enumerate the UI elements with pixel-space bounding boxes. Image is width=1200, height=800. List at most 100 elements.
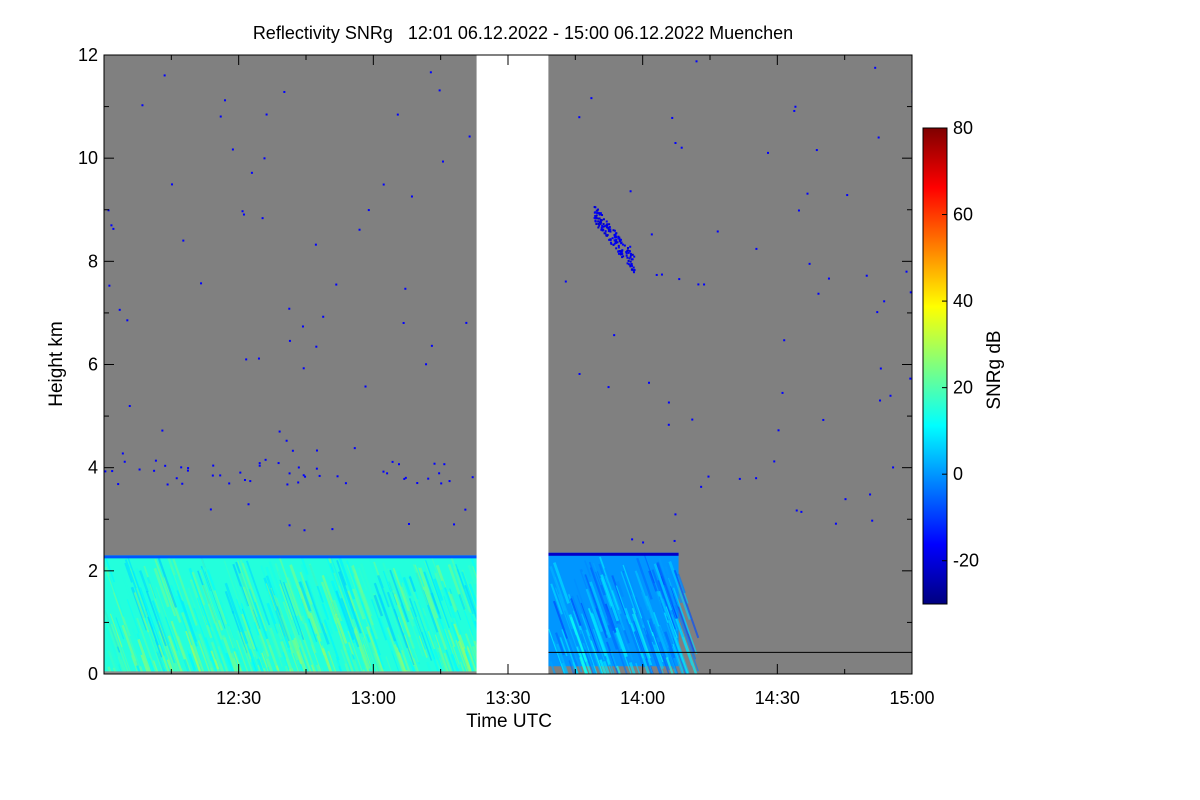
echo-streak [191, 571, 206, 606]
noise-speckle [288, 339, 291, 342]
noise-speckle [182, 239, 185, 242]
echo-streak [395, 668, 399, 674]
noise-speckle [806, 192, 809, 195]
cloud-pixel [617, 237, 620, 240]
echo-streak [109, 613, 123, 648]
echo-streak [211, 642, 224, 674]
noise-speckle [578, 116, 581, 119]
noise-speckle [121, 452, 124, 455]
echo-streak [158, 644, 171, 674]
noise-speckle [879, 399, 882, 402]
noise-speckle [674, 513, 677, 516]
noise-speckle [278, 430, 281, 433]
echo-streak [599, 659, 607, 674]
echo-streak [280, 640, 295, 674]
echo-streak [104, 580, 123, 627]
echo-streak [298, 647, 310, 674]
echo-streak [180, 599, 198, 643]
noise-speckle [263, 157, 266, 160]
noise-speckle [613, 334, 616, 337]
noise-speckle [607, 386, 610, 389]
echo-streak [416, 616, 423, 633]
echo-streak [340, 649, 351, 674]
x-tick-label: 13:00 [351, 688, 396, 708]
echo-streak [362, 593, 373, 617]
echo-streak [675, 618, 698, 674]
noise-speckle [642, 541, 645, 544]
echo-streak [319, 585, 339, 632]
noise-speckle [297, 481, 300, 484]
cloud-pixel [615, 247, 618, 250]
cloud-pixel [608, 226, 611, 229]
echo-streak [371, 598, 388, 641]
echo-streak [552, 562, 570, 604]
echo-streak [112, 667, 117, 674]
echo-streak [116, 661, 122, 674]
echo-streak [180, 612, 202, 665]
echo-streak [553, 600, 569, 639]
echo-streak [104, 557, 116, 583]
noise-speckle [396, 113, 399, 116]
noise-speckle [453, 523, 456, 526]
noise-speckle [181, 482, 184, 485]
echo-streak [218, 576, 227, 597]
noise-speckle [827, 277, 830, 280]
cloud-pixel [595, 222, 598, 225]
noise-speckle [425, 363, 428, 366]
cloud-pixel [617, 235, 620, 238]
echo-streak [568, 660, 575, 674]
echo-streak [172, 558, 198, 626]
echo-streak [606, 618, 628, 674]
echo-streak [573, 635, 582, 653]
echo-streak [209, 627, 227, 674]
echo-streak [137, 638, 152, 674]
echo-streak [464, 651, 475, 674]
noise-speckle [180, 466, 183, 469]
echo-streak [585, 588, 604, 633]
echo-streak [153, 567, 170, 608]
cloud-pixel [613, 239, 616, 242]
echo-streak [130, 655, 139, 674]
cloud-pixel [628, 250, 631, 253]
noise-speckle [336, 475, 339, 478]
echo-streak [606, 583, 614, 599]
echo-streak [458, 593, 466, 611]
echo-streak [140, 654, 150, 674]
echo-streak [139, 587, 165, 656]
echo-streak [333, 572, 354, 628]
cloud-pixel [605, 234, 608, 237]
echo-streak [296, 587, 313, 632]
cloud-pixel [601, 214, 604, 217]
echo-streak [108, 627, 127, 674]
cloud-pixel [621, 253, 624, 256]
noise-speckle [578, 372, 581, 375]
echo-streak [336, 559, 347, 586]
noise-speckle [335, 283, 338, 286]
noise-speckle [697, 283, 700, 286]
echo-streak [221, 634, 231, 654]
cloud-pixel [598, 217, 601, 220]
echo-streak [447, 591, 457, 613]
echo-streak [598, 563, 609, 587]
x-tick-label: 12:30 [216, 688, 261, 708]
echo-streak [549, 661, 557, 674]
cloud-pixel [611, 237, 614, 240]
noise-speckle [909, 291, 912, 294]
echo-streak [422, 586, 448, 651]
echo-streak [183, 659, 191, 674]
echo-streak [645, 595, 670, 660]
cloud-pixel [612, 229, 615, 232]
noise-speckle [247, 503, 250, 506]
echo-streak [151, 600, 176, 664]
cloud-pixel [610, 242, 613, 245]
echo-streak [438, 647, 449, 674]
noise-speckle [794, 105, 797, 108]
x-tick-label: 13:30 [485, 688, 530, 708]
noise-speckle [793, 109, 796, 112]
echo-streak [124, 559, 147, 618]
cloud-pixel [598, 213, 601, 216]
echo-streak [186, 650, 197, 674]
noise-speckle [773, 460, 776, 463]
echo-streak [653, 563, 673, 611]
echo-streak [265, 620, 283, 667]
